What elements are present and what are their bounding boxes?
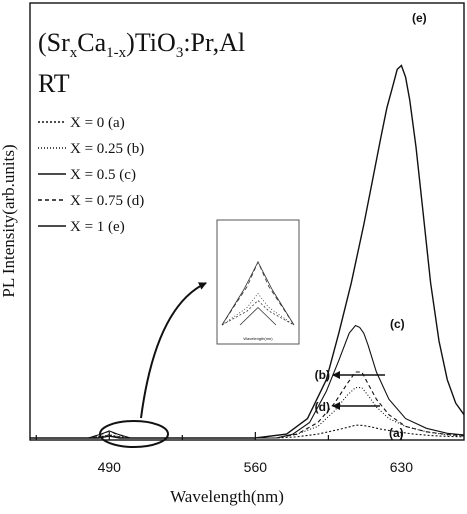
inset: Wavelength(nm) [216,219,300,345]
inset-series-line [239,306,277,326]
highlight-ellipse [99,420,169,448]
x-axis-ticks: 490 560 630 [35,432,414,475]
inset-lines [221,261,295,326]
legend: X = 0 (a) X = 0.25 (b) X = 0.5 (c) X = 0.75… [38,115,144,235]
inset-series-line [221,261,295,326]
series-line [30,424,465,439]
series-tags: (e) (c) (b) (d) (a) [315,11,427,440]
inset-series-line [221,299,295,326]
callout-arrow [140,282,207,419]
series-layer [30,64,465,439]
plot-frame [29,2,465,441]
x-tick-label: 630 [390,459,414,475]
curve-tag: (c) [390,317,405,331]
temperature-annotation: RT [38,69,70,98]
x-axis-label: Wavelength(nm) [170,487,284,506]
curve-tag: (d) [315,400,330,414]
inset-frame [216,219,300,345]
x-tick-label: 490 [98,459,122,475]
series-line [30,371,465,439]
legend-entry: X = 0.75 (d) [70,193,144,209]
legend-entry: X = 0.25 (b) [70,141,144,157]
legend-entry: X = 0 (a) [70,115,125,131]
curve-tag: (a) [389,426,404,440]
inset-series-line [221,292,295,326]
curve-tag: (b) [315,368,330,382]
y-axis-label: PL Intensity(arb.units) [0,144,18,297]
series-line [30,64,465,439]
formula-annotation: (SrxCa1-x)TiO3:Pr,Al [38,28,245,61]
curve-tag: (e) [412,11,427,25]
legend-entry: X = 0.5 (c) [70,167,136,183]
inset-x-label: Wavelength(nm) [243,336,273,341]
legend-entry: X = 1 (e) [70,219,125,235]
x-tick-label: 560 [244,459,268,475]
